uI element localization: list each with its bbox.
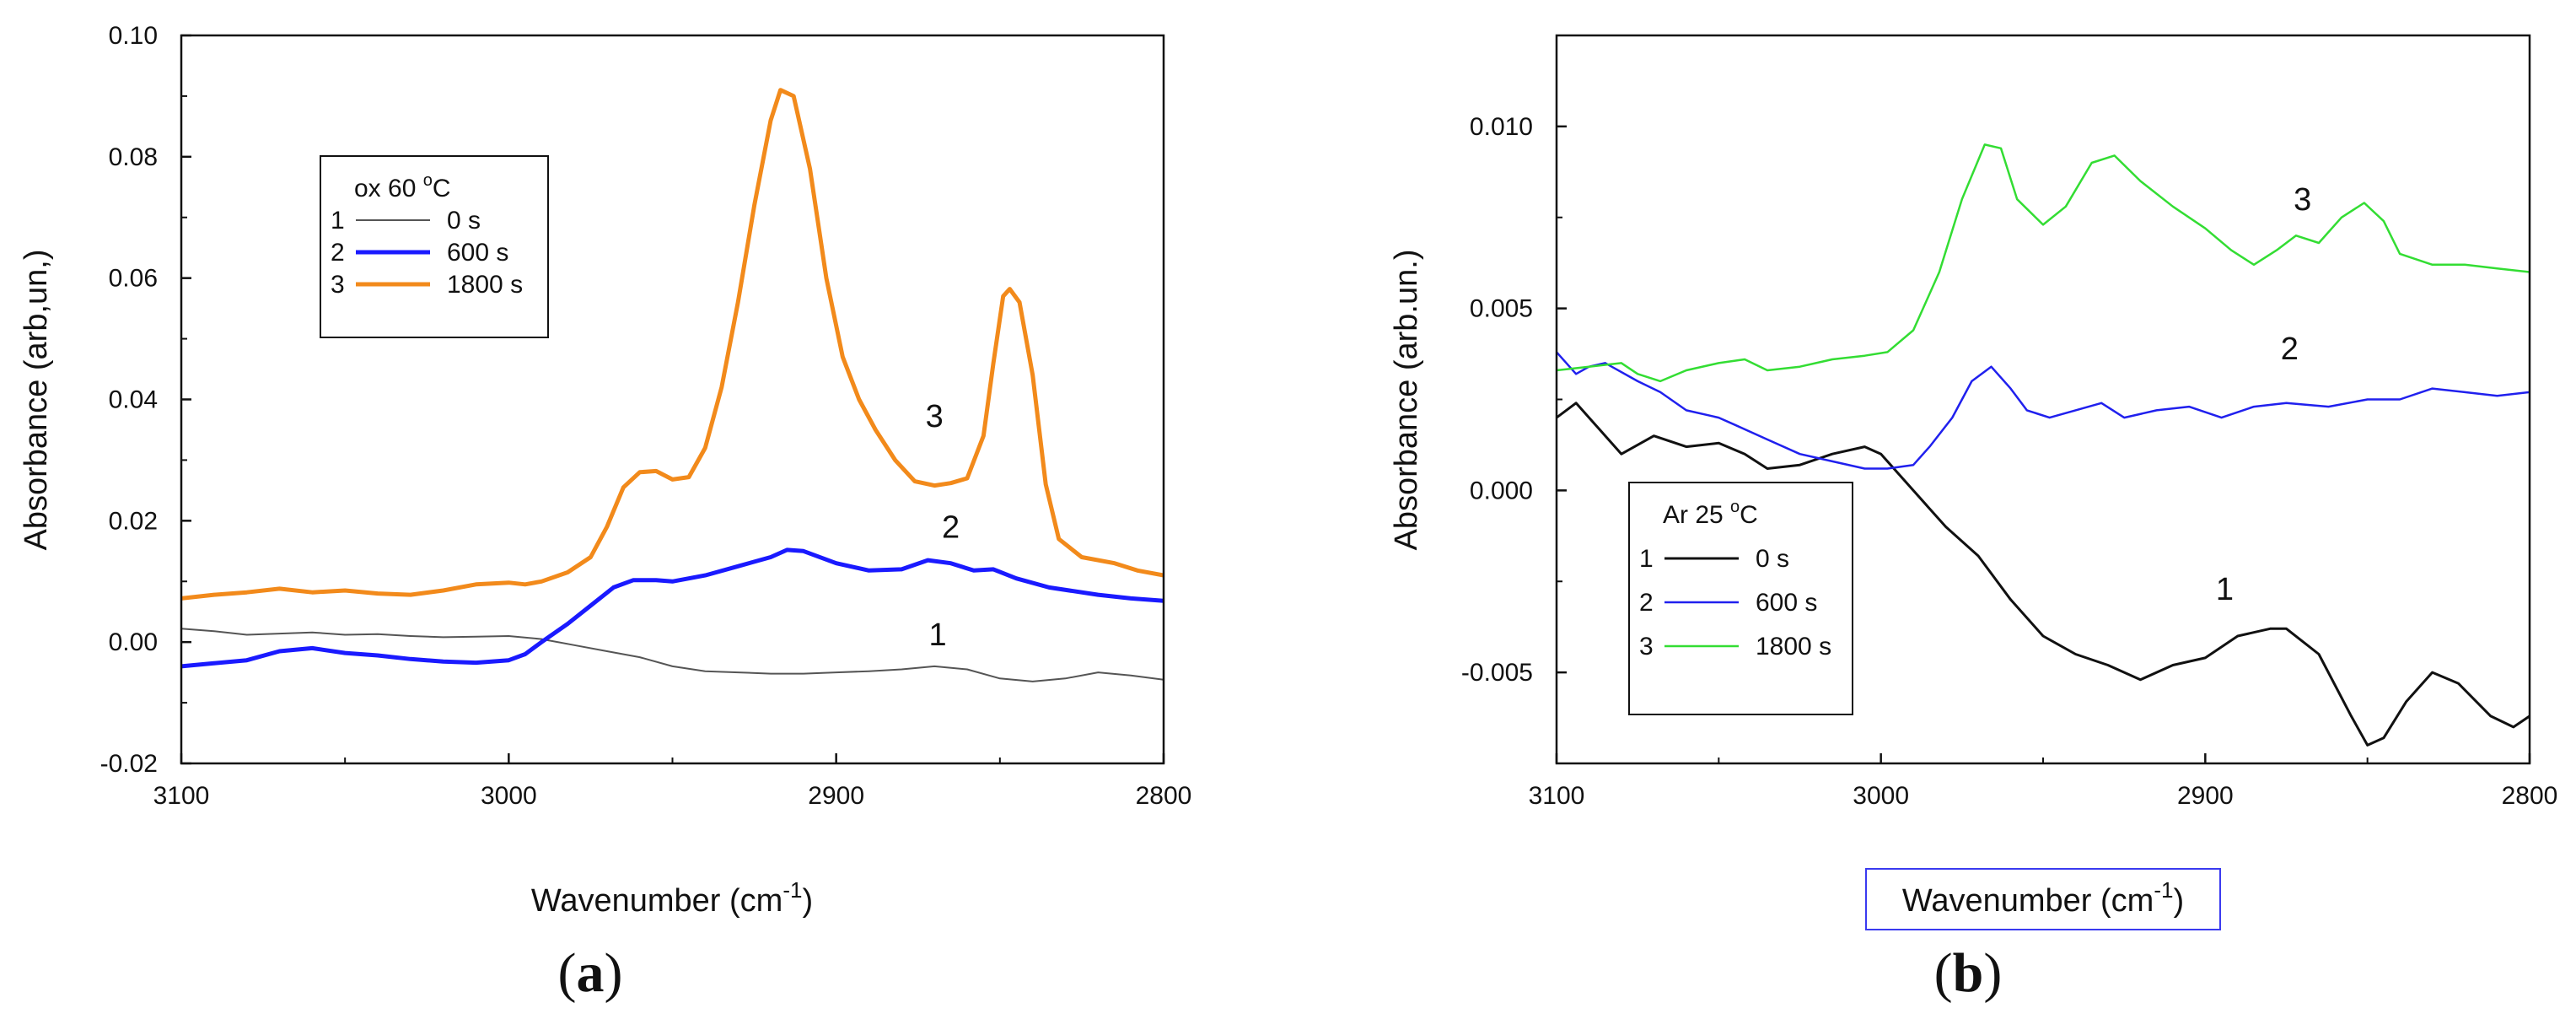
series-line-2 [1557, 351, 2530, 470]
series-line-2 [181, 547, 1164, 669]
y-tick-label: 0.00 [109, 628, 158, 656]
curve-label-3: 3 [2294, 182, 2311, 218]
y-tick-label: 0.010 [1470, 113, 1533, 141]
x-axis-title: Wavenumber (cm-1) [531, 877, 813, 919]
legend-title-suffix: C [1740, 501, 1758, 529]
y-axis-title: Absorbance (arb.un.) [1389, 250, 1424, 551]
legend-entry-number: 2 [1639, 589, 1654, 617]
legend: ox 60 oC 1 0 s 2 600 s 3 1800 s [320, 155, 549, 338]
y-tick-label: -0.005 [1461, 659, 1533, 687]
legend-box [320, 155, 549, 338]
x-tick-label: 3100 [1529, 782, 1585, 810]
x-tick-label: 2900 [808, 782, 864, 810]
series-line-1 [181, 628, 1164, 682]
y-tick-label: 0.08 [109, 143, 158, 171]
curve-label-1: 1 [928, 617, 946, 653]
legend-entry-label: 0 s [1756, 545, 1789, 573]
legend-entry-number: 1 [1639, 545, 1654, 573]
x-axis-title-sup: -1 [2154, 877, 2173, 903]
x-tick-label: 2800 [2502, 782, 2558, 810]
legend: Ar 25 oC 1 0 s 2 600 s 3 1800 s [1628, 482, 1853, 715]
legend-title-sup: o [423, 171, 433, 190]
x-axis-title: Wavenumber (cm-1) [1902, 877, 2184, 919]
x-tick-label: 3100 [153, 782, 210, 810]
y-tick-label: 0.000 [1470, 477, 1533, 504]
legend-entry-number: 1 [331, 207, 345, 235]
legend-box [1628, 482, 1853, 715]
legend-entry-label: 1800 s [447, 271, 523, 299]
legend-title-suffix: C [433, 175, 451, 202]
panel-caption: (b) [1934, 942, 2003, 1004]
curve-label-2: 2 [2281, 332, 2299, 367]
legend-entry-label: 1800 s [1756, 633, 1831, 660]
legend-entry-label: 0 s [447, 207, 481, 235]
panel-caption-close: ) [1983, 942, 2002, 1004]
x-axis-title-sup: -1 [782, 877, 802, 903]
y-tick-label: 0.04 [109, 386, 158, 414]
x-axis-title-suffix: ) [802, 883, 813, 919]
panel-caption-close: ) [605, 942, 623, 1004]
series-line-3 [181, 88, 1164, 601]
xlabel-highlight-box [1865, 868, 2221, 930]
legend-title: Ar 25 oC [1663, 498, 1758, 529]
legend-entry-number: 2 [331, 239, 345, 267]
panel-caption-letter: a [577, 942, 605, 1004]
curve-label-2: 2 [942, 510, 960, 545]
x-tick-label: 3000 [481, 782, 537, 810]
plot-frame [180, 34, 1165, 765]
panel-a: 1 2 3 3100 3000 2900 2800 -0.02 0.00 0.02 0.04 0.06… [19, 22, 1191, 1004]
y-tick-label: -0.02 [100, 750, 158, 778]
x-tick-label: 3000 [1853, 782, 1909, 810]
y-tick-label: 0.06 [109, 265, 158, 293]
x-tick-label: 2900 [2177, 782, 2234, 810]
y-axis-title: Absorbance (arb,un,) [19, 250, 54, 551]
panel-caption-letter: b [1953, 942, 1984, 1004]
panel-caption: (a) [558, 942, 623, 1004]
x-axis-title-suffix: ) [2173, 883, 2184, 919]
y-tick-label: 0.02 [109, 507, 158, 535]
legend-entry-label: 600 s [1756, 589, 1817, 617]
curve-label-3: 3 [926, 399, 944, 434]
legend-entry-number: 3 [1639, 633, 1654, 660]
series-line-1 [1557, 402, 2530, 747]
series-line-3 [1557, 143, 2530, 383]
curve-label-1: 1 [2216, 572, 2234, 607]
y-tick-label: 0.10 [109, 22, 158, 50]
legend-title: ox 60 oC [354, 171, 451, 202]
legend-entry-label: 600 s [447, 239, 508, 267]
legend-entry-number: 3 [331, 271, 345, 299]
panel-b: 1 2 3 3100 3000 2900 2800 -0.005 0.000 0.005 0.010… [1389, 34, 2558, 1004]
x-tick-label: 2800 [1136, 782, 1192, 810]
legend-title-sup: o [1730, 498, 1740, 516]
y-tick-label: 0.005 [1470, 295, 1533, 323]
